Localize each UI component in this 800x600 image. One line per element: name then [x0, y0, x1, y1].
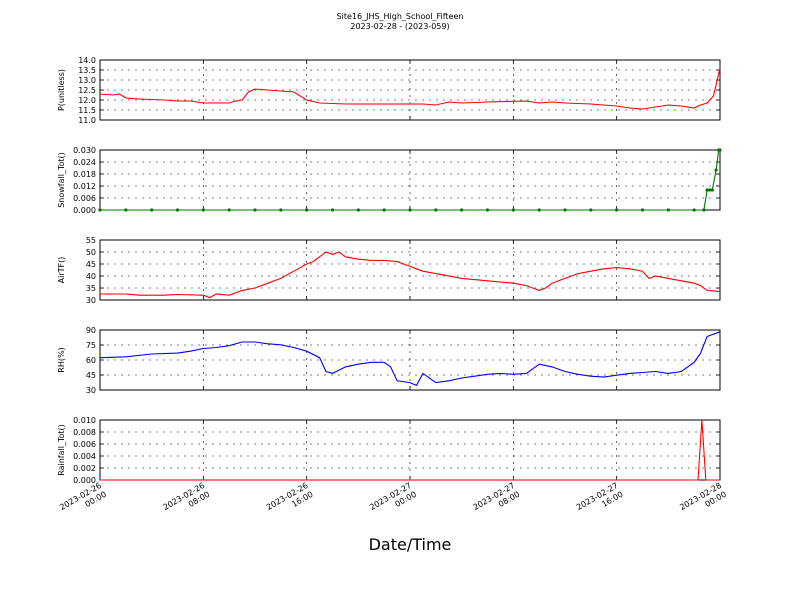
data-point — [382, 208, 386, 212]
y-tick-label: 75 — [86, 341, 96, 350]
y-axis-label: RH(%) — [57, 347, 66, 372]
y-tick-label: 13.5 — [78, 66, 96, 75]
panel-1: 0.000 0.006 0.012 0.018 0.024 0.030 Snowfall_T… — [57, 146, 722, 215]
data-point — [330, 208, 335, 212]
data-point — [708, 188, 712, 192]
data-point — [666, 208, 670, 212]
y-axis-label: P(unitless) — [57, 69, 66, 111]
data-point — [615, 208, 619, 212]
y-tick-label: 0.030 — [73, 146, 96, 155]
y-tick-label: 12.0 — [78, 96, 96, 105]
x-tick-labels: 2023-02-2600:00 2023-02-2608:00 2023-02-26… — [58, 481, 728, 521]
data-point — [434, 208, 438, 212]
data-point — [150, 208, 154, 212]
data-point — [485, 208, 490, 212]
x-tick-label: 2023-02-2600:00 — [58, 481, 108, 521]
data-point — [227, 208, 231, 212]
data-point — [710, 188, 714, 192]
series-line — [99, 331, 721, 387]
chart-subtitle: 2023-02-28 - (2023-059) — [350, 22, 449, 31]
data-point — [98, 208, 102, 212]
series-line — [99, 67, 721, 110]
panel-0: 11.011.512.012.513.013.514.0 P(unitless) — [57, 56, 721, 125]
y-tick-label: 45 — [86, 260, 96, 269]
data-point — [460, 208, 464, 212]
y-tick-label: 35 — [86, 284, 96, 293]
y-tick-label: 90 — [86, 326, 96, 335]
x-tick-label: 2023-02-2708:00 — [472, 481, 522, 521]
y-tick-label: 0.006 — [73, 194, 96, 203]
data-point — [589, 208, 593, 212]
y-tick-label: 50 — [86, 248, 96, 257]
y-tick-label: 0.002 — [73, 464, 96, 473]
data-point — [537, 208, 541, 212]
data-point — [408, 208, 412, 212]
panels: 11.011.512.012.513.013.514.0 P(unitless) 0… — [57, 56, 722, 485]
y-axis-label: Snowfall_Tot() — [57, 152, 66, 208]
series-line — [100, 419, 720, 481]
data-point — [702, 208, 706, 212]
x-tick-label: 2023-02-2700:00 — [368, 481, 418, 521]
data-point — [279, 208, 283, 212]
y-axis-label: Rainfall_Tot() — [57, 424, 66, 476]
y-tick-label: 55 — [86, 236, 96, 245]
data-point — [305, 208, 309, 212]
panel-2: 30 35 40 45 50 55 AirTF() — [57, 236, 721, 305]
data-point — [124, 208, 128, 212]
x-axis-label: Date/Time — [369, 535, 452, 554]
data-point — [705, 188, 709, 192]
y-tick-label: 60 — [86, 356, 96, 365]
panel-4: 0.000 0.002 0.004 0.006 0.008 0.010 Rainfall_T… — [57, 416, 721, 485]
y-tick-label: 0.000 — [73, 476, 96, 485]
data-point — [175, 208, 180, 212]
data-point — [201, 208, 205, 212]
y-tick-label: 14.0 — [78, 56, 96, 65]
x-tick-label: 2023-02-2716:00 — [575, 481, 625, 521]
y-tick-label: 45 — [86, 371, 96, 380]
y-tick-label: 11.5 — [78, 106, 96, 115]
y-tick-label: 0.010 — [73, 416, 96, 425]
y-tick-label: 12.5 — [78, 86, 96, 95]
data-point — [640, 208, 645, 212]
y-tick-label: 30 — [86, 296, 96, 305]
y-tick-label: 0.024 — [73, 158, 96, 167]
data-point — [356, 208, 360, 212]
series-line — [100, 251, 721, 299]
y-tick-label: 0.006 — [73, 440, 96, 449]
y-tick-label: 11.0 — [78, 116, 96, 125]
y-tick-label: 40 — [86, 272, 96, 281]
x-tick-label: 2023-02-2800:00 — [678, 481, 728, 521]
data-point — [563, 208, 567, 212]
y-tick-label: 0.008 — [73, 428, 96, 437]
y-axis-label: AirTF() — [57, 257, 66, 284]
y-tick-label: 0.004 — [73, 452, 96, 461]
data-point — [718, 148, 722, 152]
data-point — [714, 168, 718, 172]
y-tick-label: 30 — [86, 386, 96, 395]
chart-title: Site16_JHS_High_School_Fifteen — [337, 12, 464, 21]
y-tick-label: 0.018 — [73, 170, 96, 179]
y-tick-label: 0.000 — [73, 206, 96, 215]
panel-3: 30 45 60 75 90 RH(%) — [57, 326, 721, 395]
data-point — [253, 208, 257, 212]
data-point — [692, 208, 696, 212]
x-tick-label: 2023-02-2616:00 — [265, 481, 315, 521]
x-tick-label: 2023-02-2608:00 — [162, 481, 212, 521]
y-tick-label: 0.012 — [73, 182, 96, 191]
y-tick-label: 13.0 — [78, 76, 96, 85]
data-point — [511, 208, 515, 212]
